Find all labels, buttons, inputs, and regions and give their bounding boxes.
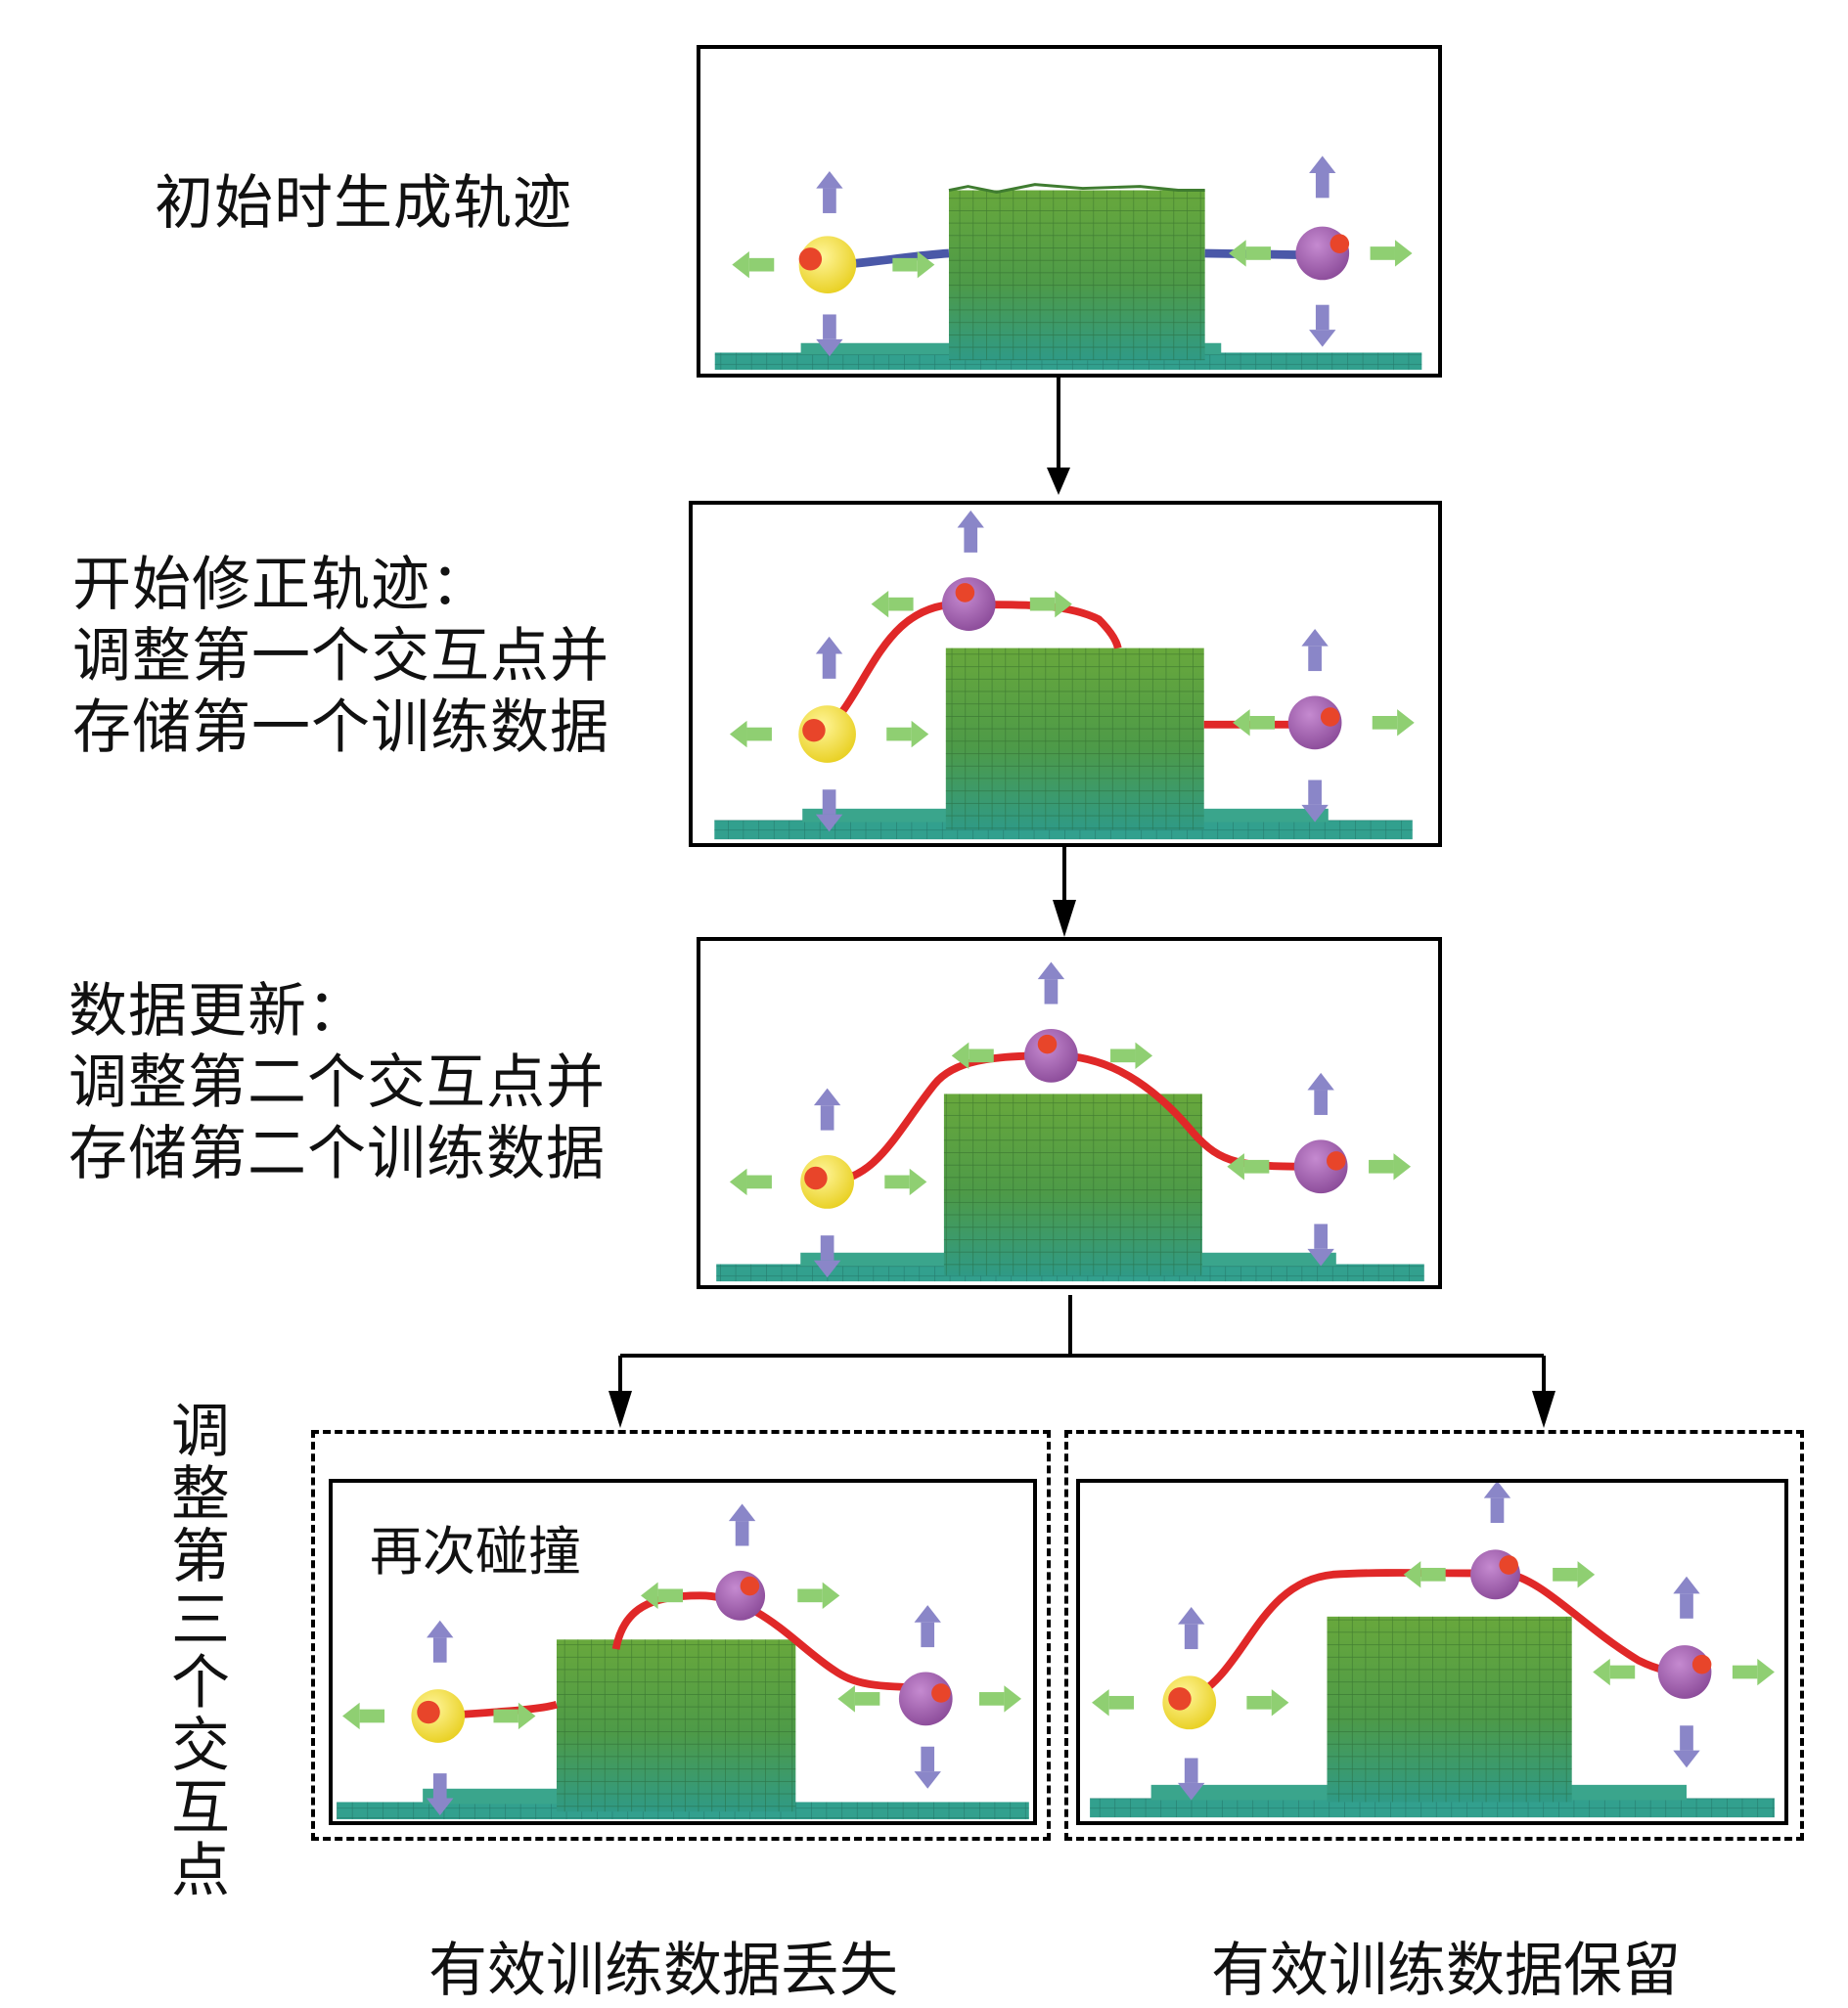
step-2-label: 开始修正轨迹： 调整第一个交互点并 存储第一个训练数据 [72,551,609,763]
outcome-label-lost: 有效训练数据丢失 [428,1937,898,2005]
outcome-box-kept [1064,1430,1804,1841]
end-point-icon [1233,629,1415,823]
corrected-path [611,1591,930,1692]
branch-label-vertical: 调 整 第 三 个 交 互 点 [171,1398,230,1906]
step-1-label: 初始时生成轨迹 [155,169,572,238]
step-3-label: 数据更新： 调整第二个交互点并 存储第二个训练数据 [68,977,606,1189]
scene-second-adjustment [716,961,1424,1282]
scene-collision [337,1503,1029,1820]
panel-second-adjustment [697,937,1442,1289]
interaction-point-3-icon [1593,1576,1775,1768]
outcome-box-lost [311,1430,1051,1841]
panel-collision-again: 再次碰撞 [329,1479,1037,1825]
arrowhead-1 [1047,468,1070,495]
collision-label: 再次碰撞 [370,1521,581,1583]
start-point-icon [732,170,935,357]
start-point-icon [1092,1607,1289,1801]
scene-initial [714,156,1422,371]
interaction-point-2-icon [1403,1483,1596,1600]
arrowhead-2 [1053,900,1076,937]
outcome-label-kept: 有效训练数据保留 [1211,1937,1681,2005]
arrowhead-right-branch [1532,1391,1555,1428]
end-point-icon [1227,1072,1412,1267]
interaction-point-3-icon [837,1605,1021,1789]
scene-retained [1090,1483,1775,1818]
arrowhead-left-branch [608,1391,632,1428]
panel-data-retained [1076,1479,1788,1825]
scene-first-adjustment [714,510,1415,840]
panel-initial-trajectory [697,45,1442,378]
interaction-point-1-icon [871,510,1072,632]
start-point-icon [729,1088,927,1278]
interaction-point-2-icon [640,1503,840,1621]
start-point-icon [729,636,929,832]
end-point-icon [1229,156,1413,347]
panel-first-adjustment [689,501,1442,847]
start-point-icon [342,1620,536,1816]
interaction-point-2-icon [951,961,1153,1083]
